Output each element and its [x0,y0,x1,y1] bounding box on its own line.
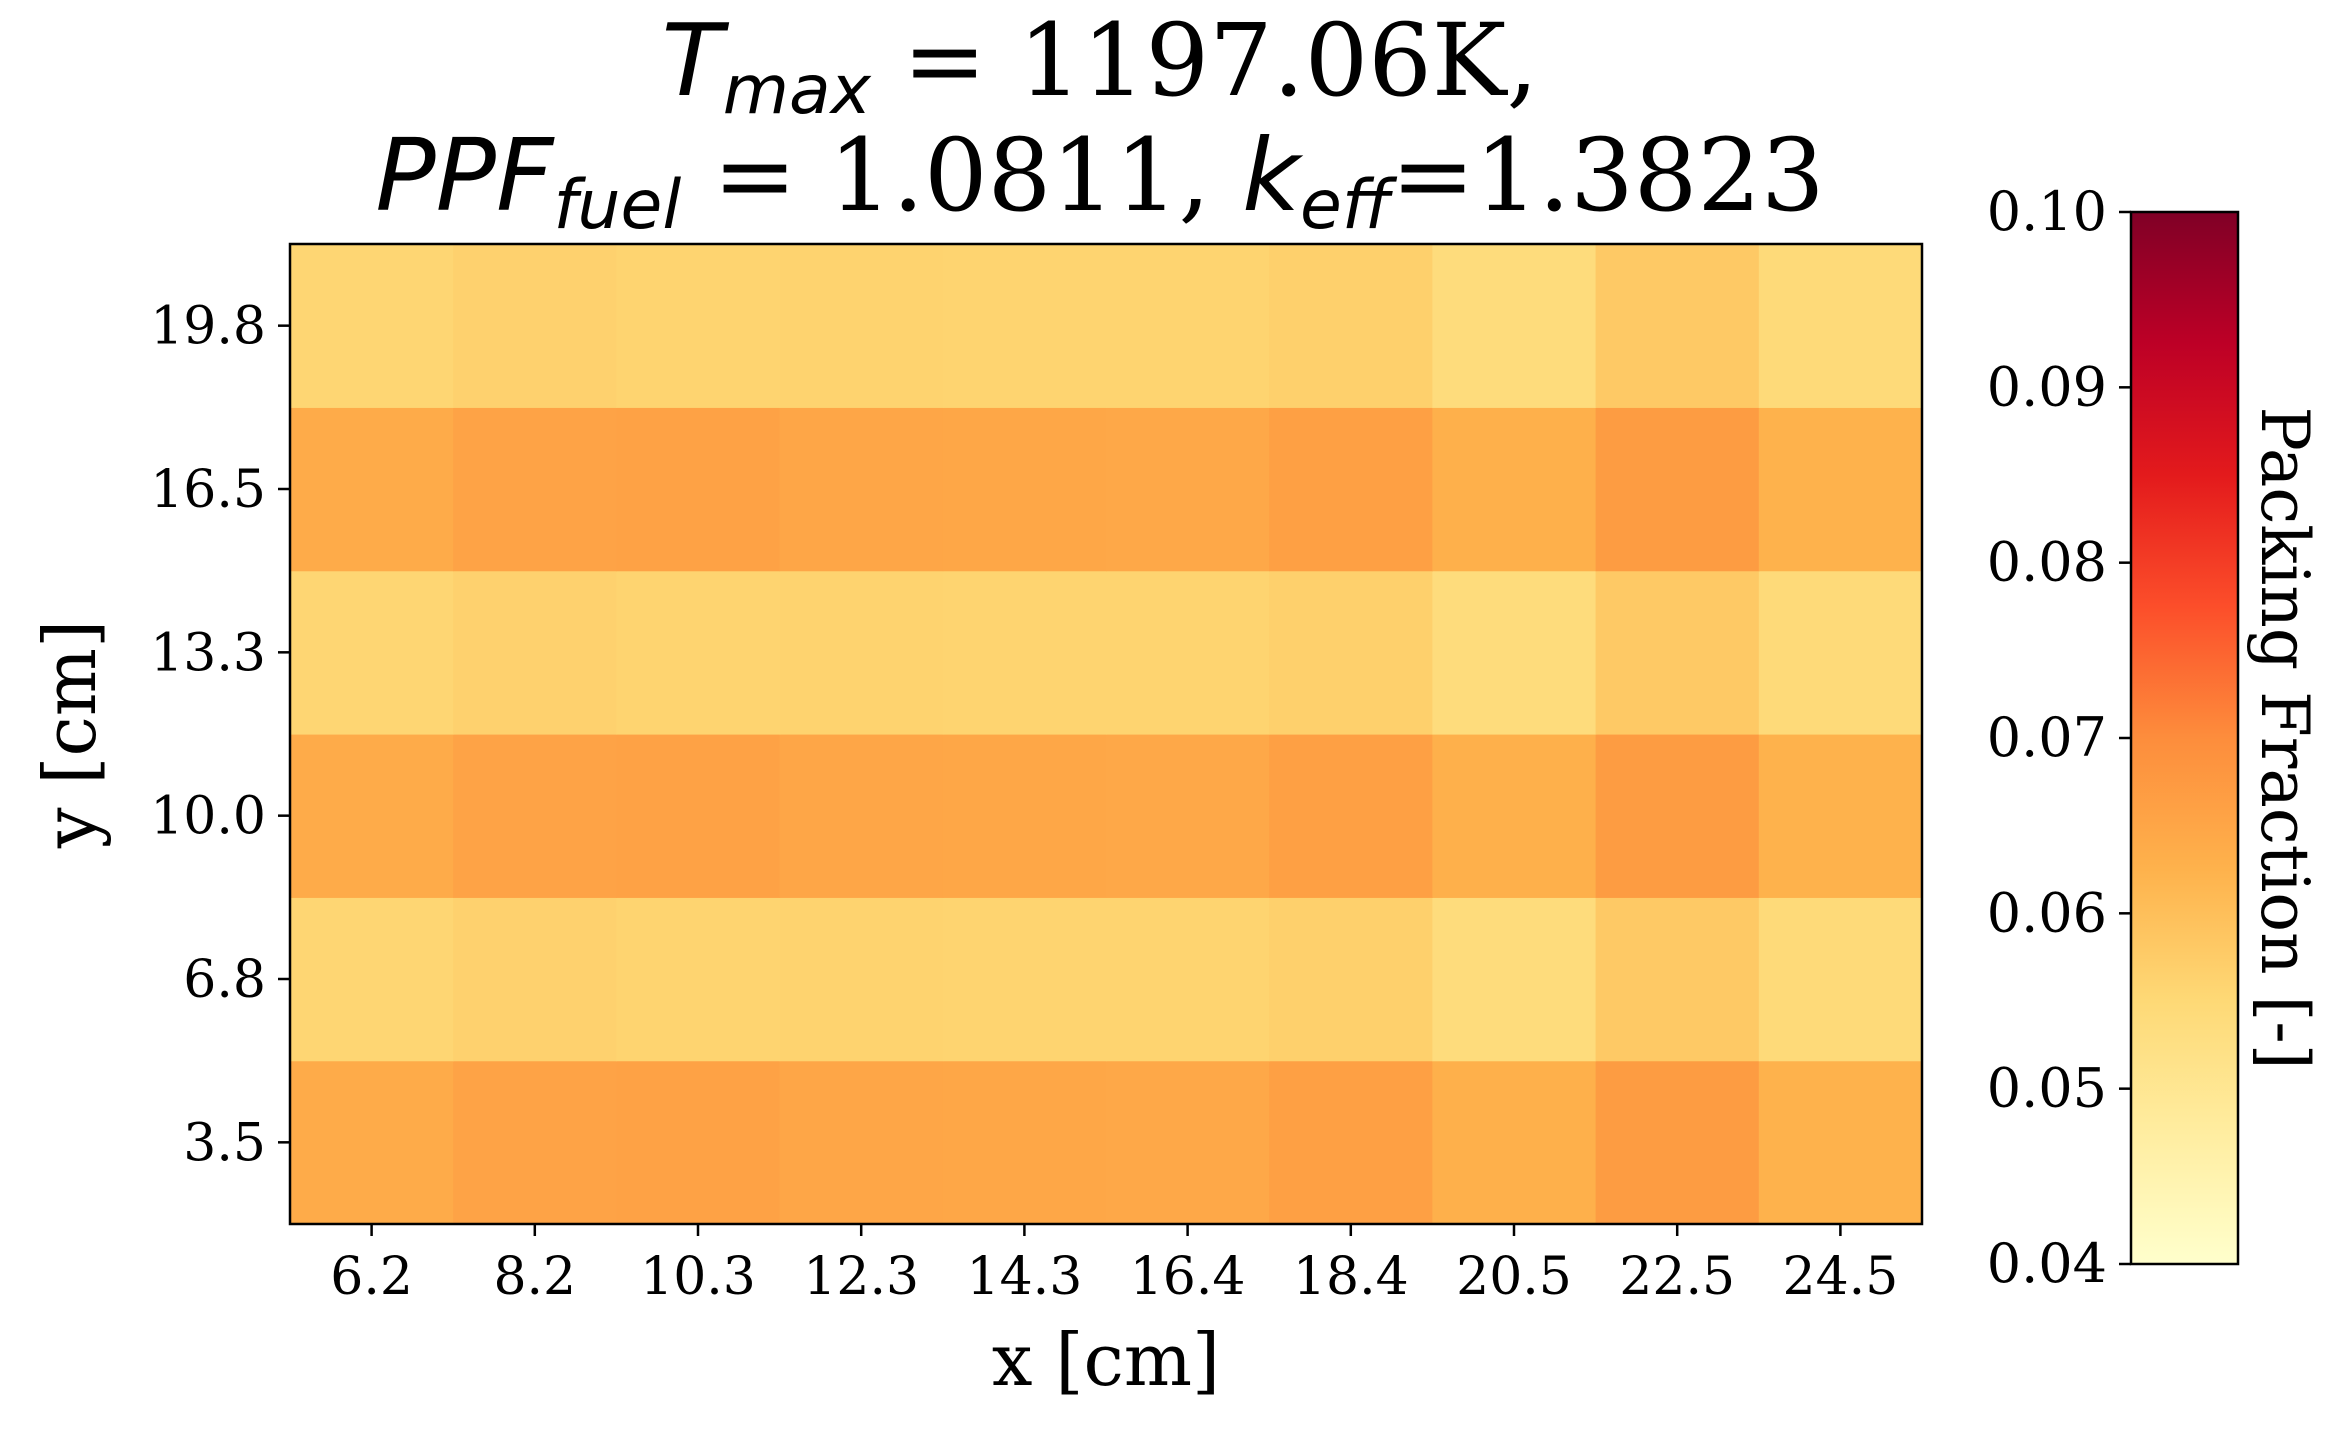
heatmap-cell [1106,734,1270,898]
colorbar-tick-label: 0.08 [1987,531,2107,594]
y-axis-label: y [cm] [28,620,112,849]
x-tick-label: 20.5 [1456,1247,1572,1307]
heatmap-cell [1269,734,1433,898]
colorbar-tick-label: 0.06 [1987,881,2107,944]
heatmap-cell [1758,407,1923,572]
colorbar-tick-label: 0.09 [1987,355,2107,418]
x-axis-ticks: 6.2 8.2 10.3 12.3 14.3 16.4 18.4 20.5 22.5 24.5 [330,1224,1898,1307]
heatmap-cell [1269,897,1433,1062]
heatmap-cell [1106,1060,1270,1225]
chart-title-line1: Tmax = 1197.06K, [662,2,1539,130]
heatmap-cell [1595,897,1760,1062]
heatmap-cell [453,1060,617,1225]
heatmap-cell [1269,1060,1433,1225]
heatmap-cell [1758,897,1923,1062]
heatmap-cell [1106,897,1270,1062]
heatmap-cell [779,570,944,735]
chart-title-line2: PPFfuel = 1.0811, keff=1.3823 [375,117,1824,245]
heatmap-cell [1432,734,1597,898]
heatmap-cell [779,244,944,408]
y-tick-label: 13.3 [150,623,266,683]
heatmap-cell [942,897,1107,1062]
colorbar [2129,210,2240,1266]
heatmap-cell [453,734,617,898]
x-tick-label: 14.3 [967,1247,1083,1307]
heatmap-cell [779,407,944,572]
heatmap-cell [1269,407,1433,572]
heatmap-cell [1758,734,1923,898]
heatmap-cell [1595,407,1760,572]
heatmap-cell [453,897,617,1062]
heatmap-cell [290,1060,454,1225]
heatmap-cell [616,897,781,1062]
x-tick-label: 24.5 [1783,1247,1899,1307]
heatmap-cell [453,407,617,572]
x-tick-label: 12.3 [803,1247,919,1307]
x-tick-label: 18.4 [1293,1247,1409,1307]
heatmap-cell [1432,244,1597,408]
heatmap-cell [290,897,454,1062]
heatmap-cell [1432,407,1597,572]
heatmap-cell [616,1060,781,1225]
colorbar-tick-label: 0.05 [1987,1057,2107,1120]
heatmap-cell [1106,407,1270,572]
heatmap-cell [1432,897,1597,1062]
heatmap-cell [1106,244,1270,408]
heatmap-cell [1758,570,1923,735]
colorbar-tick-label: 0.07 [1987,706,2107,769]
colorbar-tick-label: 0.10 [1987,180,2107,243]
x-axis-label: x [cm] [992,1318,1220,1402]
heatmap-cell [779,897,944,1062]
heatmap-cell [616,407,781,572]
y-axis-ticks: 3.5 6.8 10.0 13.3 16.5 19.8 [150,297,290,1173]
heatmap-cell [1106,570,1270,735]
heatmap-cell [779,1060,944,1225]
heatmap-cell [1269,570,1433,735]
heatmap-cell [1758,1060,1923,1225]
x-tick-label: 16.4 [1130,1247,1246,1307]
heatmap-cell [1595,734,1760,898]
heatmap-cell [942,1060,1107,1225]
colorbar-label: Packing Fraction [-] [2246,407,2323,1070]
y-tick-label: 10.0 [150,787,266,847]
y-tick-label: 16.5 [150,460,266,520]
heatmap-cell [616,244,781,408]
y-tick-label: 3.5 [183,1113,266,1173]
heatmap-cell [942,244,1107,408]
heatmap-cell [1432,1060,1597,1225]
x-tick-label: 6.2 [330,1247,413,1307]
plot-frame [288,242,1924,1226]
heatmap-cell [942,734,1107,898]
heatmap-cell [290,734,454,898]
heatmap-cell [1432,570,1597,735]
heatmap-cell [290,570,454,735]
heatmap-cell [616,734,781,898]
heatmap-cell [1595,244,1760,408]
heatmap-cell [453,244,617,408]
x-tick-label: 10.3 [640,1247,756,1307]
heatmap-cell [1595,570,1760,735]
y-tick-label: 6.8 [183,950,266,1010]
heatmap-cells [290,244,1923,1225]
heatmap-cell [453,570,617,735]
heatmap-cell [290,407,454,572]
heatmap-cell [1758,244,1923,408]
heatmap-cell [290,244,454,408]
heatmap-cell [1269,244,1433,408]
heatmap-cell [779,734,944,898]
heatmap-cell [942,570,1107,735]
x-tick-label: 22.5 [1619,1247,1735,1307]
x-tick-label: 8.2 [493,1247,576,1307]
heatmap-cell [942,407,1107,572]
y-tick-label: 19.8 [150,297,266,357]
heatmap-cell [1595,1060,1760,1225]
colorbar-ticks: 0.04 0.05 0.06 0.07 0.08 0.09 0.10 [1987,180,2131,1295]
colorbar-tick-label: 0.04 [1987,1232,2107,1295]
heatmap-cell [616,570,781,735]
